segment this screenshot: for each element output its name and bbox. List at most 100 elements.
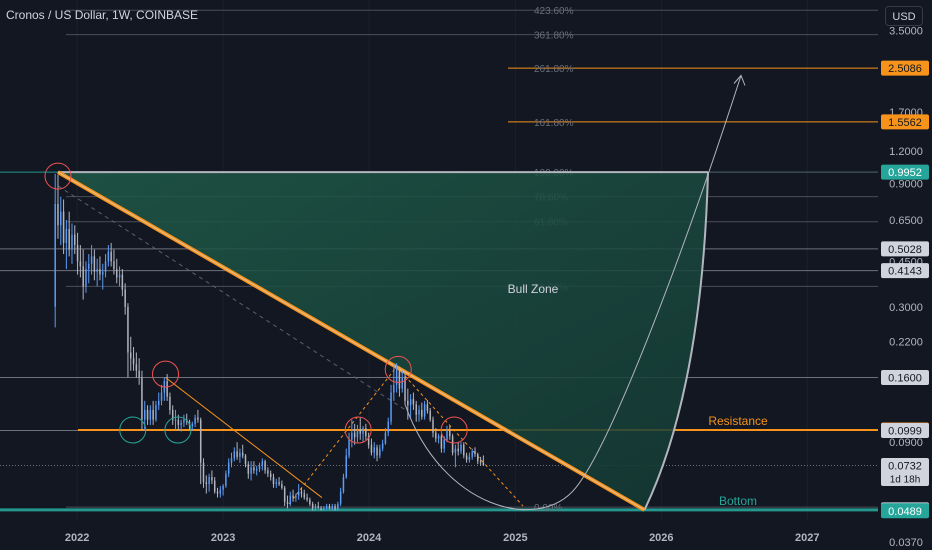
- candle-body: [292, 495, 294, 498]
- pivot-circle: [384, 355, 412, 383]
- candle-body: [79, 261, 82, 267]
- candle-body: [194, 417, 196, 424]
- price-tag: [881, 164, 929, 180]
- candle-body: [267, 470, 269, 474]
- candle-body: [255, 468, 258, 471]
- candle-body: [124, 289, 126, 307]
- candle-body: [477, 454, 479, 462]
- candle-body: [356, 430, 359, 438]
- candles-layer: [54, 173, 485, 511]
- candle-body: [102, 271, 104, 275]
- candle-body: [76, 245, 79, 262]
- main-trendline-core: [57, 171, 645, 511]
- candle-body: [65, 228, 68, 243]
- candle-body: [197, 417, 199, 420]
- candle-body: [141, 377, 143, 420]
- candle-body: [437, 436, 440, 439]
- candle-body: [222, 485, 224, 490]
- candle-body: [342, 477, 345, 492]
- candle-body: [451, 436, 454, 453]
- time-tick-label: 2024: [357, 532, 382, 544]
- candle-body: [85, 269, 87, 287]
- candle-body: [323, 508, 325, 510]
- candle-body: [362, 428, 364, 434]
- candle-body: [121, 274, 124, 290]
- candle-body: [418, 409, 420, 415]
- candle-body: [233, 451, 236, 459]
- time-tick-label: 2022: [65, 532, 89, 544]
- price-tick-label: 0.9000: [889, 178, 923, 190]
- candle-body: [191, 423, 194, 426]
- candle-body: [460, 444, 462, 452]
- candle-body: [90, 256, 93, 264]
- candle-body: [415, 404, 417, 415]
- time-tick-label: 2025: [503, 532, 527, 544]
- candle-body: [239, 452, 241, 457]
- candle-body: [479, 461, 482, 463]
- candle-body: [334, 506, 336, 510]
- candle-body: [482, 462, 485, 466]
- candle-body: [381, 443, 384, 449]
- candle-body: [54, 203, 56, 307]
- candle-body: [208, 477, 210, 485]
- candle-body: [421, 409, 423, 417]
- candle-body: [107, 251, 110, 262]
- candle-body: [446, 430, 448, 440]
- annotation-bottom: Bottom: [719, 494, 757, 508]
- price-tag: [881, 503, 929, 519]
- candle-body: [236, 451, 238, 457]
- candle-body: [174, 419, 177, 421]
- candle-body: [407, 400, 409, 406]
- candle-body: [143, 409, 146, 420]
- candle-body: [269, 473, 272, 478]
- candle-body: [227, 462, 230, 474]
- price-tick-label: 0.3000: [889, 302, 923, 314]
- currency-button[interactable]: USD: [885, 6, 923, 26]
- price-tag-label: 0.0732: [888, 460, 922, 472]
- candle-body: [404, 377, 406, 401]
- candle-body: [317, 506, 320, 509]
- candle-body: [297, 491, 300, 496]
- price-tag: [881, 263, 929, 279]
- time-axis[interactable]: 2022 2023 2024 2025 2026 2027: [65, 532, 820, 544]
- candle-body: [351, 432, 353, 440]
- candle-body: [275, 482, 278, 485]
- candle-body: [57, 203, 59, 226]
- candle-body: [213, 480, 216, 492]
- candle-body: [309, 499, 311, 504]
- pivot-circle: [44, 162, 72, 190]
- candle-body: [283, 487, 286, 502]
- candle-body: [278, 482, 280, 485]
- candle-body: [118, 274, 121, 278]
- candle-body: [465, 455, 468, 460]
- candle-body: [160, 392, 163, 401]
- annotation-resistance: Resistance: [708, 414, 768, 428]
- candle-body: [398, 369, 401, 389]
- price-tick-label: 0.0900: [889, 437, 923, 449]
- pivot-circles-layer: [44, 162, 468, 444]
- price-tag: [881, 422, 929, 438]
- bull-zone-layer: [57, 171, 709, 511]
- price-tag-label: 0.4143: [888, 266, 922, 278]
- candle-body: [216, 491, 219, 494]
- candle-body: [365, 428, 367, 437]
- fib-level-label: 261.80%: [534, 64, 574, 75]
- price-tick-label: 0.6500: [889, 215, 923, 227]
- price-tag-label: 0.9952: [888, 167, 922, 179]
- candle-body: [345, 455, 347, 478]
- candle-body: [423, 404, 426, 417]
- annotations-layer: Bull Zone Resistance Bottom: [508, 282, 768, 508]
- fib-level-label: 361.80%: [534, 31, 574, 42]
- annotation-bull-zone: Bull Zone: [508, 282, 559, 296]
- candle-body: [348, 439, 350, 456]
- price-tick-label: 0.0370: [889, 537, 923, 549]
- candle-body: [311, 503, 314, 509]
- pivot-circle: [440, 416, 468, 444]
- price-axis[interactable]: 3.50001.70001.20000.90000.65000.45000.30…: [881, 26, 929, 549]
- candle-body: [219, 489, 222, 494]
- candle-body: [68, 228, 70, 250]
- candle-body: [300, 491, 303, 494]
- price-tag: [881, 457, 929, 486]
- price-tick-label: 1.2000: [889, 146, 923, 158]
